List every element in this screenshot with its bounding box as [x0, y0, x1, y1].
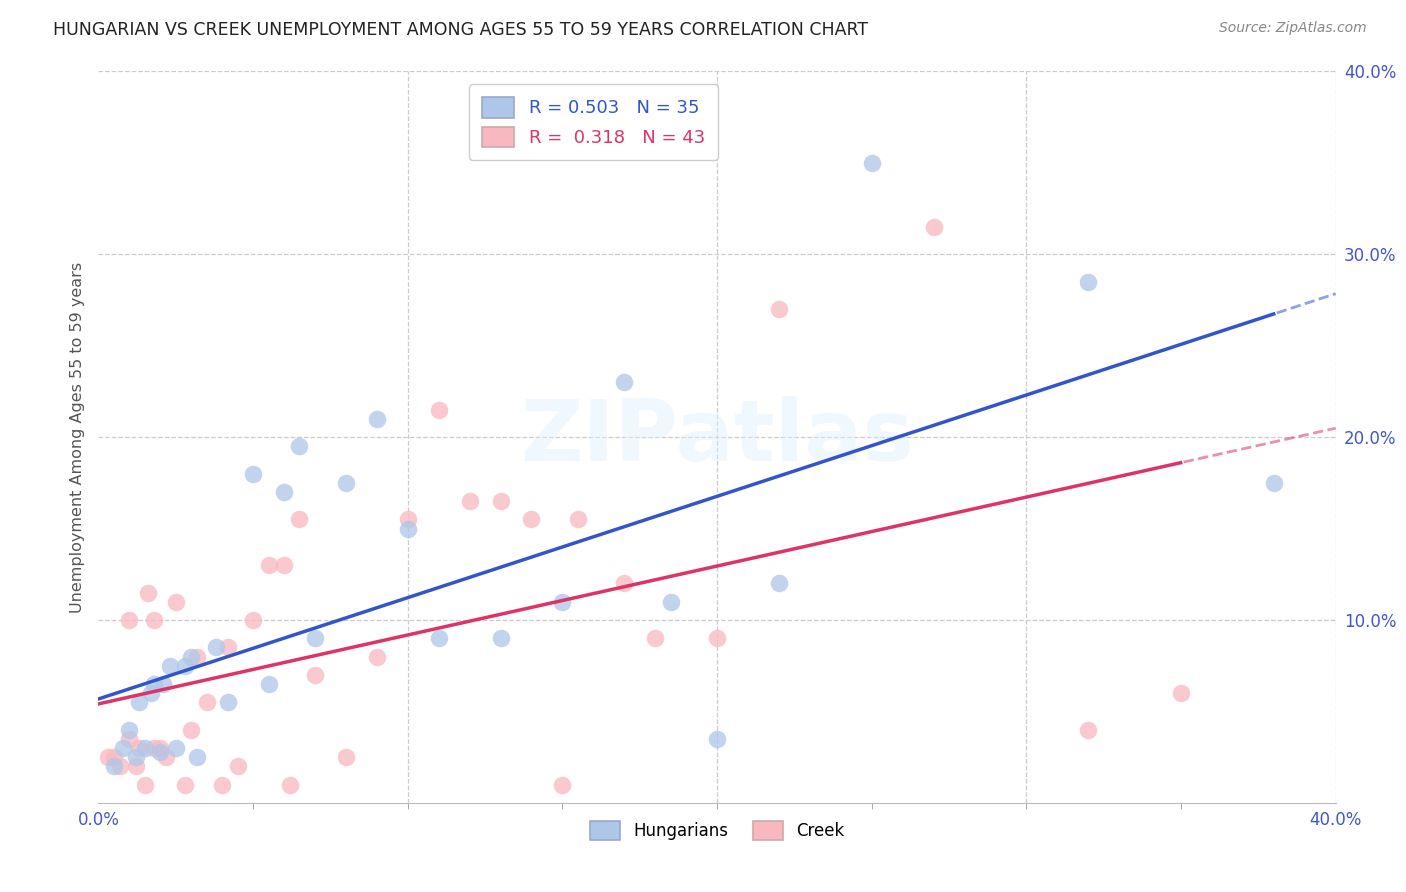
Text: Source: ZipAtlas.com: Source: ZipAtlas.com [1219, 21, 1367, 36]
Point [551, 778, 574, 792]
Y-axis label: Unemployment Among Ages 55 to 59 years: Unemployment Among Ages 55 to 59 years [69, 261, 84, 613]
Legend: Hungarians, Creek: Hungarians, Creek [583, 814, 851, 847]
Point [143, 677, 166, 691]
Point [174, 778, 197, 792]
Point [1077, 275, 1099, 289]
Point [768, 576, 790, 591]
Point [335, 475, 357, 490]
Point [304, 632, 326, 646]
Point [427, 632, 450, 646]
Point [278, 778, 301, 792]
Point [520, 512, 543, 526]
Point [174, 658, 197, 673]
Point [149, 740, 172, 755]
Point [613, 375, 636, 389]
Text: HUNGARIAN VS CREEK UNEMPLOYMENT AMONG AGES 55 TO 59 YEARS CORRELATION CHART: HUNGARIAN VS CREEK UNEMPLOYMENT AMONG AG… [53, 21, 869, 39]
Point [118, 613, 141, 627]
Point [118, 723, 141, 737]
Point [567, 512, 589, 526]
Point [396, 512, 419, 526]
Point [659, 594, 682, 608]
Point [768, 301, 790, 317]
Point [217, 640, 239, 655]
Point [273, 485, 295, 500]
Text: ZIPatlas: ZIPatlas [520, 395, 914, 479]
Point [613, 576, 636, 591]
Point [242, 613, 264, 627]
Point [242, 467, 264, 481]
Point [366, 412, 388, 426]
Point [922, 219, 945, 234]
Point [165, 594, 187, 608]
Point [288, 439, 311, 453]
Point [458, 494, 481, 508]
Point [427, 402, 450, 417]
Point [136, 585, 159, 599]
Point [644, 632, 666, 646]
Point [134, 740, 156, 755]
Point [143, 740, 166, 755]
Point [134, 778, 156, 792]
Point [143, 613, 166, 627]
Point [124, 750, 146, 764]
Point [257, 677, 280, 691]
Point [180, 723, 202, 737]
Point [155, 750, 177, 764]
Point [205, 640, 228, 655]
Point [186, 649, 208, 664]
Point [108, 759, 131, 773]
Point [1263, 475, 1285, 490]
Point [860, 156, 883, 170]
Point [103, 750, 125, 764]
Point [103, 759, 125, 773]
Point [489, 494, 512, 508]
Point [366, 649, 388, 664]
Point [304, 667, 326, 681]
Point [186, 750, 208, 764]
Point [152, 677, 174, 691]
Point [165, 740, 187, 755]
Point [195, 695, 218, 709]
Point [124, 759, 146, 773]
Point [1170, 686, 1192, 700]
Point [149, 745, 172, 759]
Point [112, 740, 135, 755]
Point [551, 594, 574, 608]
Point [489, 632, 512, 646]
Point [288, 512, 311, 526]
Point [159, 658, 181, 673]
Point [128, 695, 150, 709]
Point [211, 778, 233, 792]
Point [273, 558, 295, 573]
Point [139, 686, 162, 700]
Point [118, 731, 141, 746]
Point [706, 731, 728, 746]
Point [396, 521, 419, 535]
Point [335, 750, 357, 764]
Point [226, 759, 249, 773]
Point [706, 632, 728, 646]
Point [1077, 723, 1099, 737]
Point [217, 695, 239, 709]
Point [257, 558, 280, 573]
Point [128, 740, 150, 755]
Point [180, 649, 202, 664]
Point [97, 750, 120, 764]
